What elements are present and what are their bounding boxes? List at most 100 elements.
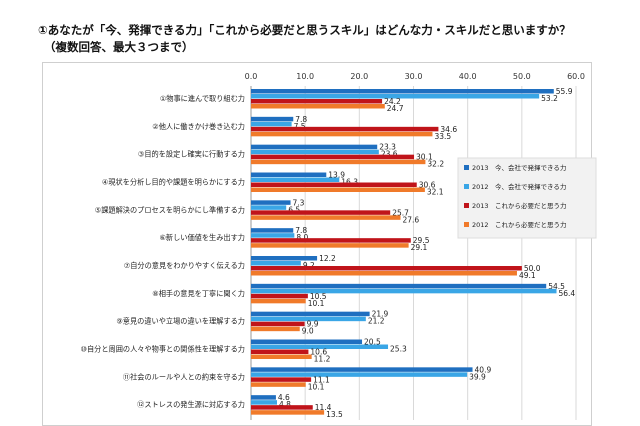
bar-3: [251, 266, 522, 271]
data-label: 54.5: [548, 282, 565, 291]
bar-2: [251, 233, 295, 238]
data-label: 11.4: [315, 403, 332, 412]
data-label: 27.6: [403, 215, 420, 224]
bar-1: [251, 339, 363, 344]
legend-label: 2013 今、会社で発揮できる力: [472, 163, 566, 172]
x-tick-label: 60.0: [567, 72, 585, 81]
legend-label: 2012 今、会社で発揮できる力: [472, 182, 566, 191]
data-label: 33.5: [434, 132, 451, 141]
bar-3: [251, 321, 305, 327]
bar-4: [251, 131, 433, 137]
data-label: 25.7: [392, 208, 409, 217]
data-label: 32.2: [427, 160, 444, 169]
data-label: 16.3: [341, 178, 358, 187]
data-label: 23.6: [381, 150, 398, 159]
bar-2: [251, 205, 287, 210]
bar-4: [251, 382, 306, 387]
legend-swatch: [464, 184, 469, 189]
bar-4: [251, 354, 312, 359]
legend-box: [457, 157, 597, 239]
data-label: 34.6: [440, 125, 457, 134]
bar-1: [251, 144, 378, 150]
bar-2: [251, 149, 379, 155]
bar-3: [251, 182, 417, 187]
bar-4: [251, 410, 325, 415]
data-label: 49.1: [519, 271, 536, 280]
data-label: 11.2: [314, 355, 331, 364]
data-label: 39.9: [469, 372, 486, 381]
bar-3: [251, 349, 309, 354]
legend-swatch: [464, 203, 469, 208]
category-label: ③目的を設定し確実に行動する力: [138, 150, 245, 159]
data-label: 23.3: [379, 143, 396, 152]
data-label: 40.9: [475, 365, 492, 374]
data-label: 29.5: [413, 236, 430, 245]
bar-1: [251, 228, 294, 233]
data-label: 30.6: [419, 181, 436, 190]
bar-3: [251, 238, 411, 243]
data-label: 4.6: [278, 393, 290, 402]
bar-1: [251, 172, 327, 177]
bar-2: [251, 400, 277, 405]
data-label: 56.4: [559, 289, 576, 298]
data-label: 24.7: [387, 104, 404, 113]
bar-2: [251, 94, 540, 99]
bar-1: [251, 283, 547, 289]
bar-2: [251, 372, 468, 377]
bar-4: [251, 298, 306, 304]
bar-1: [251, 116, 294, 122]
data-label: 6.5: [288, 205, 300, 214]
data-label: 10.1: [308, 299, 325, 308]
data-label: 21.9: [372, 310, 389, 319]
bar-2: [251, 344, 389, 349]
data-label: 20.5: [364, 338, 381, 347]
bar-3: [251, 405, 313, 410]
bar-2: [251, 177, 340, 182]
bar-4: [251, 159, 426, 165]
bar-3: [251, 293, 308, 299]
data-label: 10.1: [308, 382, 325, 391]
data-label: 32.1: [427, 188, 444, 197]
data-label: 53.2: [541, 94, 558, 103]
category-label: ②他人に働きかけ巻き込む力: [152, 122, 245, 131]
data-label: 10.6: [310, 348, 327, 357]
bar-2: [251, 261, 301, 266]
bar-1: [251, 367, 473, 372]
x-tick-label: 20.0: [350, 72, 368, 81]
category-label: ⑤課題解決のプロセスを明らかにし準備する力: [95, 205, 245, 214]
data-label: 30.1: [416, 153, 433, 162]
category-label: ⑧相手の意見を丁寧に聞く力: [152, 289, 245, 298]
data-label: 13.5: [326, 410, 343, 419]
x-tick-label: 40.0: [459, 72, 477, 81]
bar-2: [251, 121, 292, 127]
data-label: 11.1: [313, 375, 330, 384]
bar-3: [251, 99, 383, 104]
category-label: ④現状を分析し目的や課題を明らかにする力: [102, 178, 245, 187]
legend-label: 2013 これから必要だと思う力: [472, 201, 567, 210]
category-label: ⑥新しい価値を生み出す力: [159, 233, 245, 242]
bar-1: [251, 89, 554, 94]
data-label: 12.2: [319, 254, 336, 263]
data-label: 25.3: [390, 345, 407, 354]
data-label: 7.8: [295, 226, 307, 235]
chart-subtitle: （複数回答、最大３つまで）: [44, 40, 194, 54]
x-tick-label: 0.0: [245, 72, 258, 81]
bar-2: [251, 288, 557, 294]
bar-4: [251, 215, 401, 220]
data-label: 50.0: [524, 264, 541, 273]
legend-swatch: [464, 222, 469, 227]
category-label: ⑩自分と周囲の人々や物事との関係性を理解する力: [81, 345, 246, 354]
x-tick-label: 10.0: [296, 72, 314, 81]
bar-3: [251, 154, 415, 160]
bar-1: [251, 395, 276, 400]
chart-title: ①あなたが「今、発揮できる力」「これから必要だと思うスキル」はどんな力・スキルだ…: [38, 23, 571, 37]
category-label: ⑨意見の違いや立場の違いを理解する力: [116, 317, 245, 326]
bar-1: [251, 256, 318, 261]
bar-2: [251, 316, 366, 322]
category-label: ⑪社会のルールや人との約束を守る力: [123, 372, 245, 381]
bar-4: [251, 104, 385, 109]
data-label: 21.2: [368, 317, 385, 326]
data-label: 4.8: [279, 400, 291, 409]
data-label: 55.9: [556, 87, 573, 96]
